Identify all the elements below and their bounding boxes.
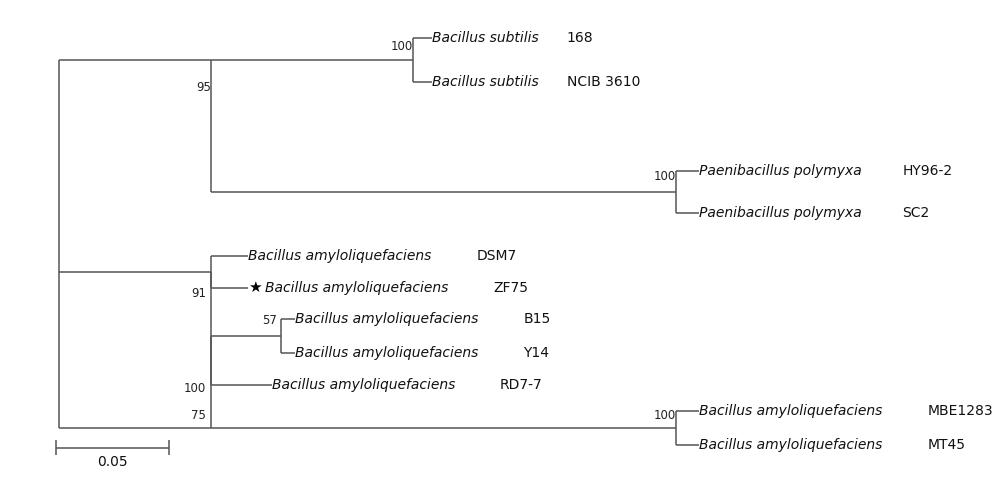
Text: ★: ★ — [248, 280, 262, 295]
Text: Paenibacillus polymyxa: Paenibacillus polymyxa — [699, 164, 862, 178]
Text: NCIB 3610: NCIB 3610 — [567, 75, 640, 89]
Text: 0.05: 0.05 — [97, 455, 128, 469]
Text: 100: 100 — [391, 39, 413, 53]
Text: 57: 57 — [262, 315, 277, 327]
Text: Bacillus amyloliquefaciens: Bacillus amyloliquefaciens — [295, 312, 479, 326]
Text: ★: ★ — [248, 280, 262, 295]
Text: 168: 168 — [567, 31, 593, 45]
Text: 100: 100 — [654, 171, 676, 183]
Text: Bacillus amyloliquefaciens: Bacillus amyloliquefaciens — [699, 438, 883, 452]
Text: B15: B15 — [523, 312, 551, 326]
Text: RD7-7: RD7-7 — [500, 378, 543, 391]
Text: Y14: Y14 — [523, 346, 549, 360]
Text: Bacillus subtilis: Bacillus subtilis — [432, 31, 538, 45]
Text: 100: 100 — [654, 409, 676, 422]
Text: Paenibacillus polymyxa: Paenibacillus polymyxa — [699, 206, 862, 219]
Text: HY96-2: HY96-2 — [902, 164, 952, 178]
Text: ZF75: ZF75 — [493, 281, 528, 295]
Text: Bacillus amyloliquefaciens: Bacillus amyloliquefaciens — [265, 281, 448, 295]
Text: 100: 100 — [184, 382, 206, 395]
Text: DSM7: DSM7 — [476, 249, 517, 263]
Text: Bacillus amyloliquefaciens: Bacillus amyloliquefaciens — [699, 404, 883, 418]
Text: SC2: SC2 — [902, 206, 930, 219]
Text: Bacillus amyloliquefaciens: Bacillus amyloliquefaciens — [272, 378, 455, 391]
Text: MT45: MT45 — [927, 438, 965, 452]
Text: MBE1283: MBE1283 — [927, 404, 993, 418]
Text: 91: 91 — [191, 287, 206, 300]
Text: 75: 75 — [191, 409, 206, 422]
Text: Bacillus amyloliquefaciens: Bacillus amyloliquefaciens — [295, 346, 479, 360]
Text: Bacillus amyloliquefaciens: Bacillus amyloliquefaciens — [248, 249, 432, 263]
Text: Bacillus subtilis: Bacillus subtilis — [432, 75, 538, 89]
Text: 95: 95 — [196, 81, 211, 94]
